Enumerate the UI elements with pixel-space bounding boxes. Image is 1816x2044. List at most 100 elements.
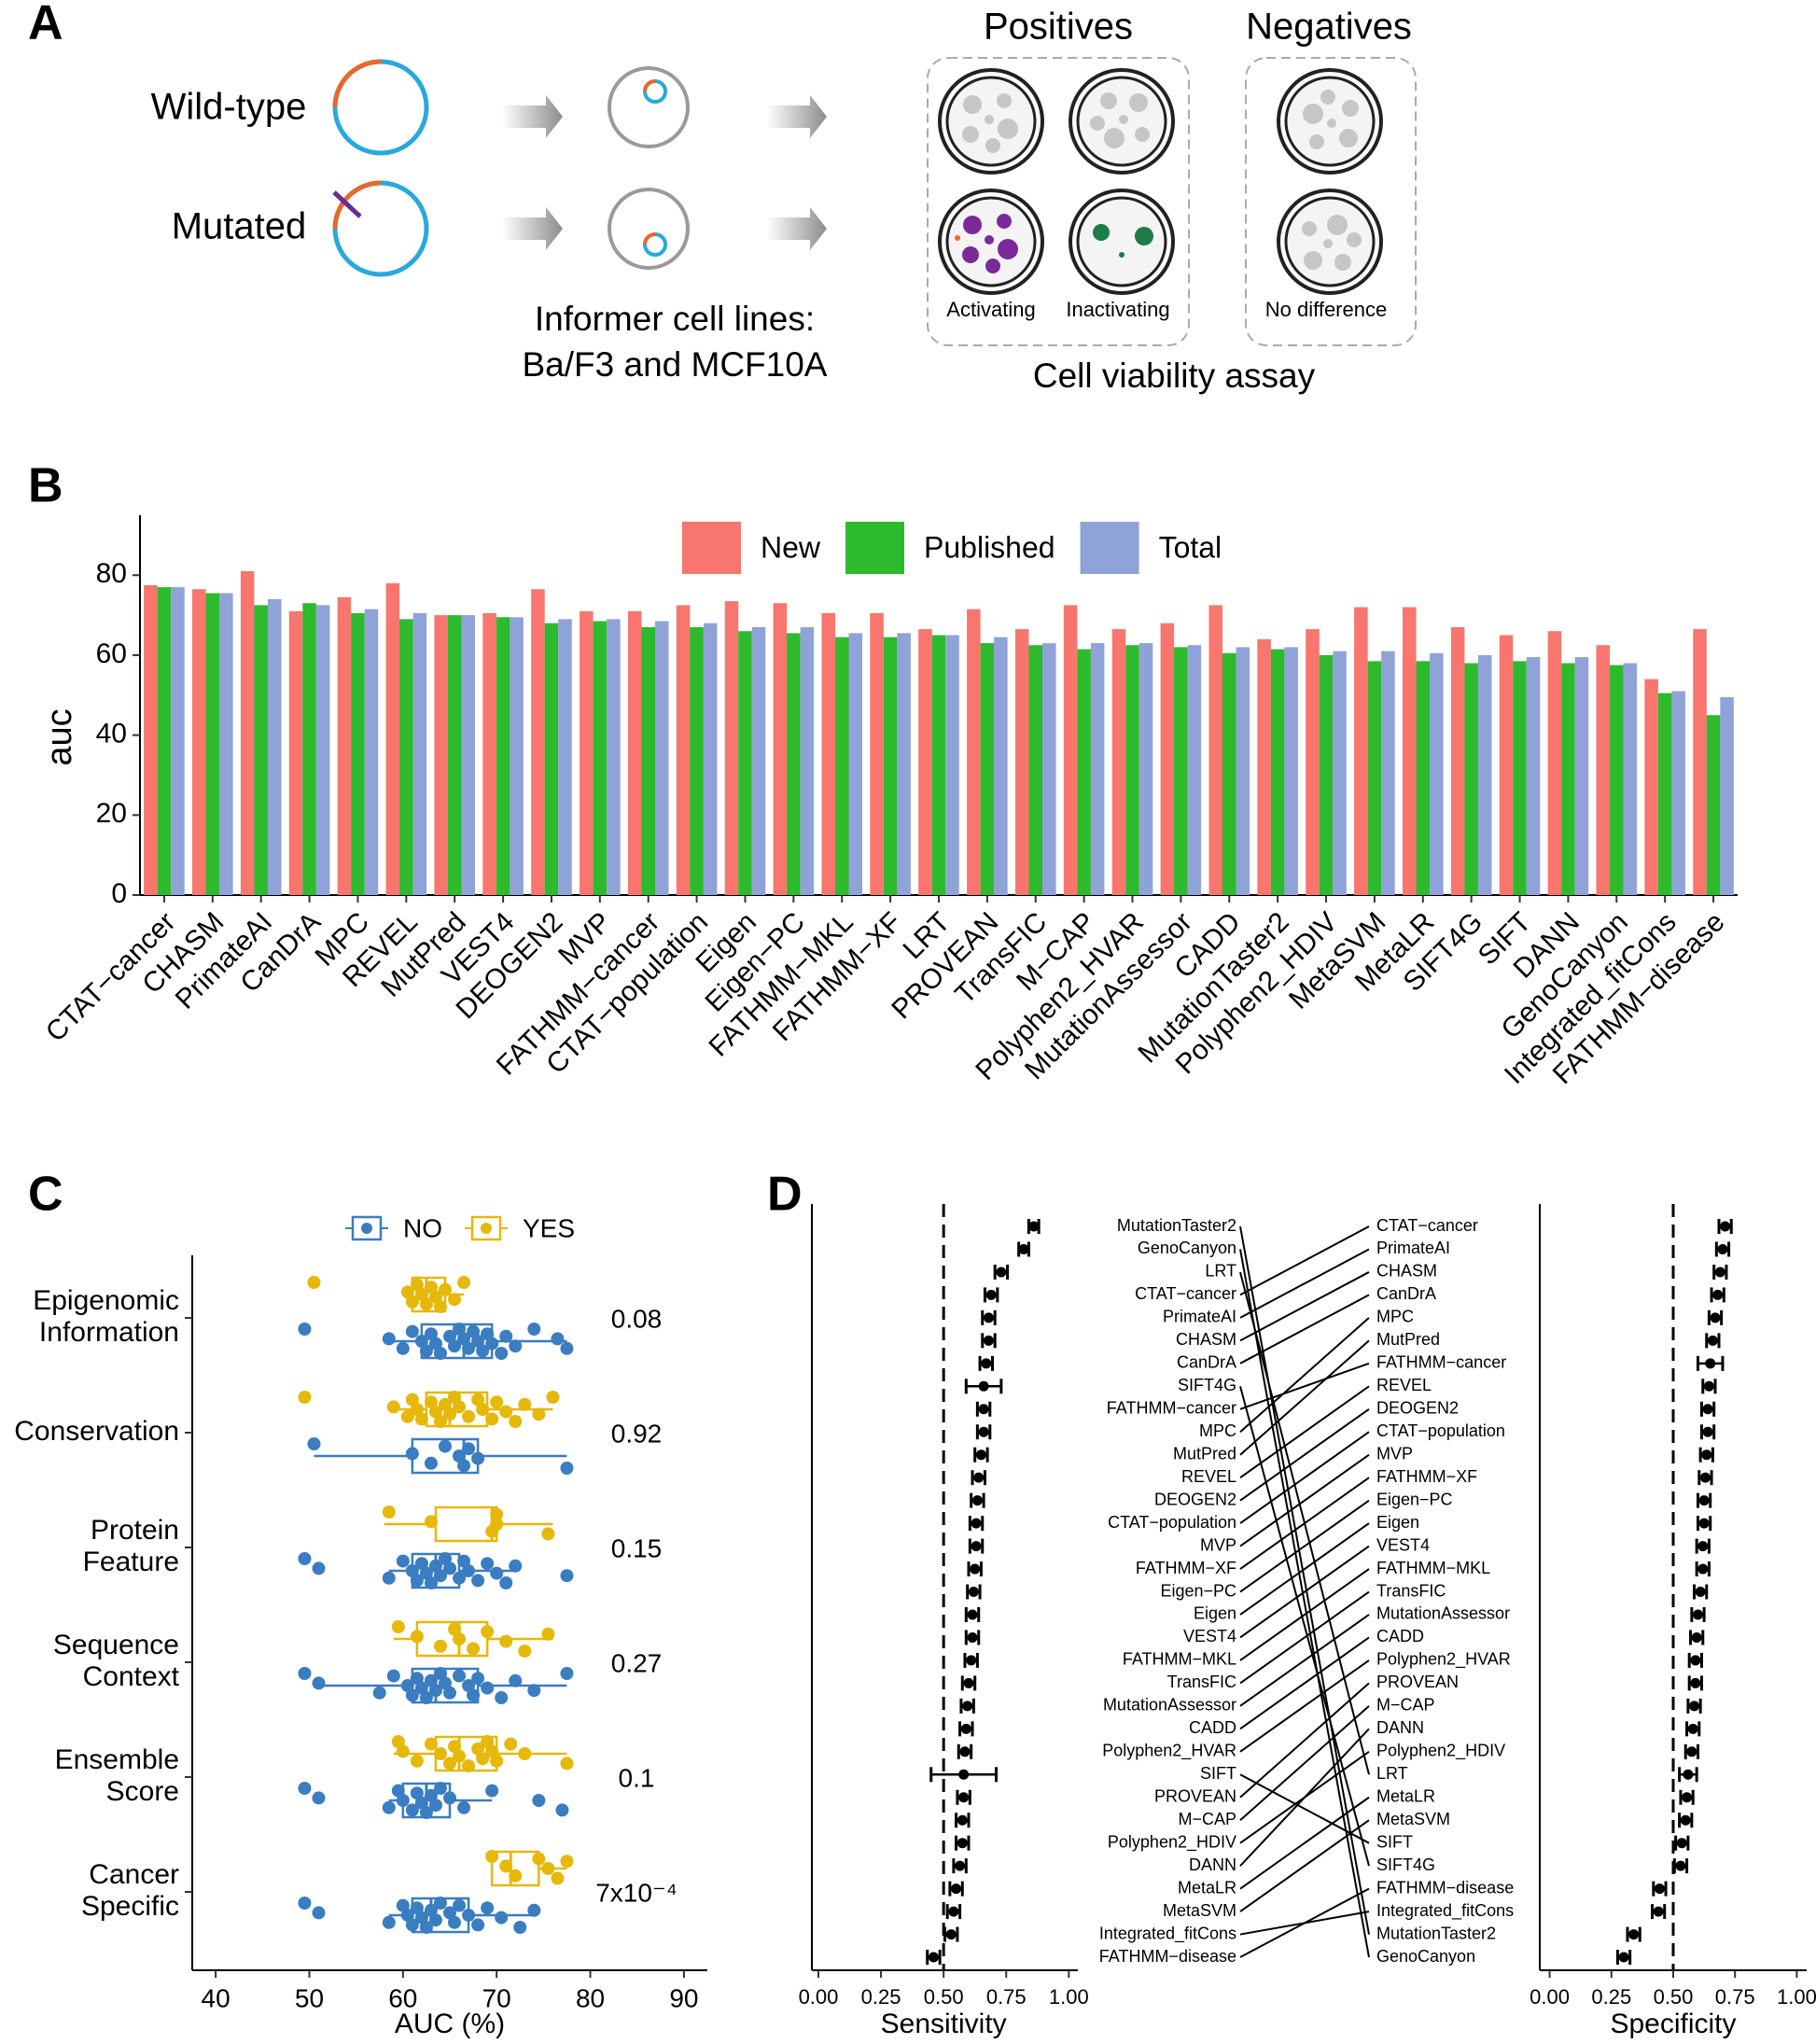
rank-connector: [1239, 1339, 1370, 1456]
point: [948, 1906, 959, 1917]
bar: [1644, 679, 1658, 895]
point: [453, 1898, 467, 1912]
p-value: 0.15: [611, 1533, 663, 1562]
tool-name: MutationAssessor: [1103, 1696, 1236, 1715]
tool-name: M−CAP: [1376, 1696, 1435, 1715]
point: [978, 1426, 989, 1437]
tool-name: FATHMM−MKL: [1123, 1650, 1236, 1669]
bar: [447, 615, 462, 895]
bar: [1499, 635, 1514, 895]
x-tick-label: 0.00: [1530, 1985, 1570, 2009]
bar: [883, 637, 898, 895]
tool-name: CanDrA: [1177, 1353, 1236, 1372]
rank-connector: [1239, 1407, 1370, 1502]
assay-label: Cell viability assay: [1033, 357, 1316, 395]
cell-line-text: Ba/F3 and MCF10A: [523, 345, 828, 384]
point: [555, 1803, 569, 1817]
point: [1720, 1221, 1731, 1232]
bar: [240, 570, 255, 895]
point: [433, 1897, 447, 1910]
legend-label: NO: [403, 1213, 442, 1242]
bar: [1381, 651, 1395, 895]
point: [1682, 1792, 1693, 1803]
point: [481, 1901, 495, 1915]
rank-connector: [1239, 1682, 1370, 1799]
bar: [1077, 649, 1091, 895]
point: [424, 1903, 438, 1917]
bar: [1610, 665, 1624, 895]
point: [495, 1691, 509, 1704]
rank-connector: [1239, 1225, 1370, 1296]
point: [959, 1746, 971, 1757]
tool-name: FATHMM−XF: [1376, 1467, 1477, 1486]
tool-name: PrimateAI: [1163, 1308, 1236, 1326]
point: [298, 1391, 312, 1404]
bar: [1284, 647, 1298, 895]
bar: [773, 603, 788, 895]
bar: [1138, 643, 1153, 895]
arrow: [767, 95, 827, 138]
bar: [870, 612, 884, 895]
point: [509, 1339, 523, 1353]
point: [453, 1749, 467, 1763]
bar: [1720, 696, 1734, 895]
point: [1686, 1746, 1697, 1757]
y-tick-label: Epigenomic Information: [33, 1285, 179, 1348]
group-title: Negatives: [1246, 7, 1412, 48]
point: [424, 1788, 438, 1802]
point: [312, 1791, 326, 1805]
point: [1680, 1814, 1691, 1826]
point: [448, 1915, 462, 1929]
point: [1705, 1358, 1716, 1369]
bar: [1526, 657, 1541, 895]
dish: [938, 189, 1044, 295]
tool-name: LRT: [1205, 1262, 1236, 1281]
point: [457, 1459, 471, 1473]
point: [414, 1412, 428, 1426]
point: [945, 1929, 957, 1940]
bar: [1236, 647, 1250, 895]
point: [978, 1404, 989, 1415]
bar: [1513, 661, 1527, 895]
cell-line-text: Informer cell lines:: [535, 300, 815, 338]
point: [396, 1744, 410, 1758]
point: [410, 1786, 424, 1800]
tool-name: Eigen−PC: [1376, 1490, 1453, 1508]
tool-name: MVP: [1200, 1535, 1236, 1554]
bar: [351, 612, 365, 895]
bar: [738, 631, 752, 895]
tool-name: CHASM: [1176, 1330, 1236, 1349]
point: [509, 1869, 523, 1883]
tool-name: MutPred: [1173, 1444, 1236, 1463]
point: [532, 1407, 546, 1421]
point: [428, 1684, 442, 1698]
point: [1628, 1929, 1640, 1940]
point: [410, 1630, 424, 1644]
tool-name: SIFT: [1200, 1764, 1236, 1783]
rank-connector: [1239, 1705, 1370, 1821]
point: [971, 1541, 982, 1552]
group-box: [927, 57, 1190, 346]
bar: [821, 612, 835, 895]
point: [967, 1631, 978, 1643]
rank-connector: [1239, 1773, 1370, 1844]
point: [1699, 1472, 1711, 1483]
point: [448, 1391, 462, 1404]
x-axis-label: Specificity: [1610, 2009, 1736, 2039]
point: [967, 1609, 978, 1620]
point: [1653, 1906, 1664, 1917]
tool-name: DANN: [1376, 1718, 1424, 1737]
point: [372, 1686, 386, 1700]
point: [513, 1921, 527, 1934]
tool-name: CADD: [1376, 1627, 1424, 1645]
point: [457, 1554, 471, 1568]
rank-connector: [1239, 1248, 1370, 1319]
x-tick-label: 0.00: [799, 1985, 839, 2009]
tool-name: CanDrA: [1376, 1284, 1436, 1303]
point: [443, 1407, 456, 1421]
point: [560, 1667, 574, 1680]
bar: [496, 617, 510, 895]
rank-connector: [1239, 1294, 1370, 1365]
point: [983, 1335, 994, 1346]
tool-name: SIFT: [1376, 1832, 1413, 1851]
